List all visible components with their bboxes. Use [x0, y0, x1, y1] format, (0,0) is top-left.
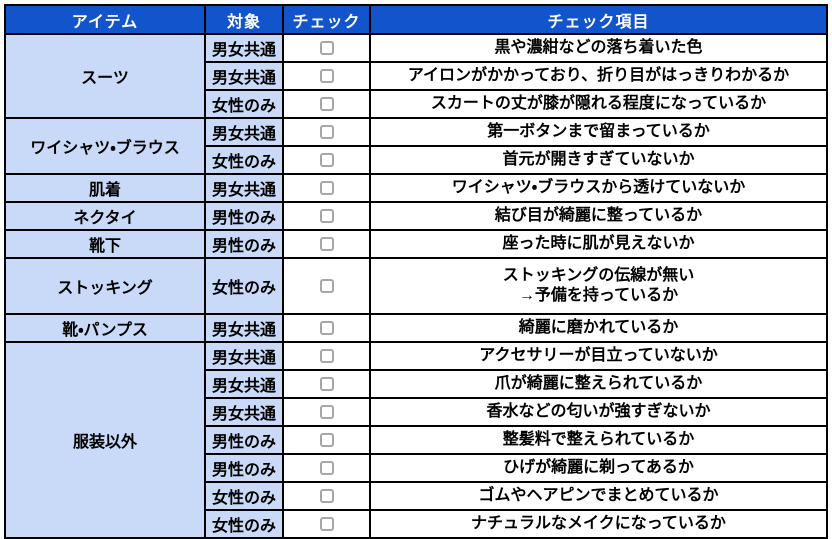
target-cell: 男女共通: [204, 173, 284, 203]
target-cell: 女性のみ: [204, 89, 284, 119]
checkbox[interactable]: [319, 152, 334, 167]
table-row: 女性のみ スカートの丈が膝が隠れる程度になっているか: [5, 89, 828, 119]
check-cell: [282, 145, 371, 175]
target-cell: 男女共通: [204, 33, 284, 63]
target-cell: 男女共通: [204, 61, 284, 91]
table-row: スーツ 男女共通 黒や濃紺などの落ち着いた色: [4, 33, 828, 119]
target-cell: 女性のみ: [204, 145, 284, 175]
target-cell: 女性のみ: [204, 481, 284, 511]
target-cell: 男女共通: [204, 397, 284, 427]
check-cell: [282, 201, 371, 231]
check-cell: [282, 117, 371, 147]
table-row: 女性のみ 首元が開きすぎていないか: [5, 145, 828, 175]
table-row: 服装以外 男女共通 アクセサリーが目立っていないか: [4, 341, 828, 539]
checklist-body: スーツ 男女共通 黒や濃紺などの落ち着いた色 男女共通 アイロンがかかっており、折り目が…: [4, 33, 828, 539]
checkbox[interactable]: [319, 278, 334, 293]
header-item: アイテム: [4, 4, 206, 35]
check-cell: [282, 369, 371, 399]
check-item-cell: アイロンがかかっており、折り目がはっきりわかるか: [369, 61, 828, 91]
check-cell: [282, 397, 371, 427]
check-cell: [282, 509, 371, 539]
check-cell: [282, 61, 371, 91]
target-cell: 男女共通: [204, 341, 284, 371]
checkbox[interactable]: [319, 208, 334, 223]
check-item-cell: 結び目が綺麗に整っているか: [369, 201, 828, 231]
target-cell: 男女共通: [204, 369, 284, 399]
target-cell: 女性のみ: [204, 257, 284, 315]
checkbox[interactable]: [319, 236, 334, 251]
checkbox[interactable]: [319, 348, 334, 363]
target-cell: 男性のみ: [204, 453, 284, 483]
target-cell: 女性のみ: [204, 509, 284, 539]
check-item-cell: 整髪料で整えられているか: [369, 425, 828, 455]
table-row: 男女共通 アイロンがかかっており、折り目がはっきりわかるか: [5, 61, 828, 91]
target-cell: 男女共通: [204, 117, 284, 147]
check-item-cell: 爪が綺麗に整えられているか: [369, 369, 828, 399]
check-cell: [282, 313, 371, 343]
check-item-cell: ナチュラルなメイクになっているか: [369, 509, 828, 539]
target-cell: 男性のみ: [204, 201, 284, 231]
checkbox[interactable]: [319, 40, 334, 55]
check-item-cell: 第一ボタンまで留まっているか: [369, 117, 828, 147]
check-item-cell: アクセサリーが目立っていないか: [369, 341, 828, 371]
check-item-cell: ワイシャツ・ブラウスから透けていないか: [369, 173, 828, 203]
table-row: 靴・パンプス 男女共通 綺麗に磨かれているか: [4, 313, 828, 343]
header-target: 対象: [204, 4, 284, 35]
table-row: ワイシャツ・ブラウス 男女共通 第一ボタンまで留まっているか: [4, 117, 828, 175]
checkbox[interactable]: [319, 488, 334, 503]
checkbox[interactable]: [319, 320, 334, 335]
table-row: 男女共通 香水などの匂いが強すぎないか: [5, 397, 828, 427]
check-cell: [282, 173, 371, 203]
table-row: 靴下 男性のみ 座った時に肌が見えないか: [4, 229, 828, 259]
target-cell: 男性のみ: [204, 425, 284, 455]
check-cell: [282, 89, 371, 119]
header-row: アイテム 対象 チェック チェック項目: [4, 4, 828, 35]
check-cell: [282, 229, 371, 259]
item-cell: 靴・パンプス: [4, 313, 206, 343]
check-item-cell: ストッキングの伝線が無い →予備を持っているか: [369, 257, 828, 315]
table-row: 男女共通 爪が綺麗に整えられているか: [5, 369, 828, 399]
checkbox[interactable]: [319, 516, 334, 531]
check-item-cell: ゴムやヘアピンでまとめているか: [369, 481, 828, 511]
check-cell: [282, 33, 371, 63]
checkbox[interactable]: [319, 376, 334, 391]
item-cell: ストッキング: [4, 257, 206, 315]
item-cell: スーツ: [4, 33, 206, 119]
table-row: 男性のみ ひげが綺麗に剃ってあるか: [5, 453, 828, 483]
item-cell: 靴下: [4, 229, 206, 259]
check-item-cell: 香水などの匂いが強すぎないか: [369, 397, 828, 427]
table-row: 男性のみ 整髪料で整えられているか: [5, 425, 828, 455]
check-item-cell: 首元が開きすぎていないか: [369, 145, 828, 175]
item-cell: 服装以外: [4, 341, 206, 539]
checkbox[interactable]: [319, 460, 334, 475]
target-cell: 男性のみ: [204, 229, 284, 259]
checkbox[interactable]: [319, 404, 334, 419]
check-item-cell: スカートの丈が膝が隠れる程度になっているか: [369, 89, 828, 119]
item-cell: ネクタイ: [4, 201, 206, 231]
check-cell: [282, 341, 371, 371]
check-cell: [282, 481, 371, 511]
checkbox[interactable]: [319, 124, 334, 139]
checkbox[interactable]: [319, 68, 334, 83]
check-item-cell: 黒や濃紺などの落ち着いた色: [369, 33, 828, 63]
item-cell: ワイシャツ・ブラウス: [4, 117, 206, 175]
checklist-table: アイテム 対象 チェック チェック項目 スーツ 男女共通 黒や濃紺などの落ち着いた色…: [4, 4, 828, 539]
check-item-cell: ひげが綺麗に剃ってあるか: [369, 453, 828, 483]
checkbox[interactable]: [319, 96, 334, 111]
header-check-item: チェック項目: [369, 4, 828, 35]
header-check: チェック: [282, 4, 371, 35]
checkbox[interactable]: [319, 432, 334, 447]
check-cell: [282, 453, 371, 483]
table-row: ネクタイ 男性のみ 結び目が綺麗に整っているか: [4, 201, 828, 231]
table-row: ストッキング 女性のみ ストッキングの伝線が無い →予備を持っているか: [4, 257, 828, 315]
item-cell: 肌着: [4, 173, 206, 203]
checkbox[interactable]: [319, 180, 334, 195]
table-row: 肌着 男女共通 ワイシャツ・ブラウスから透けていないか: [4, 173, 828, 203]
check-item-cell: 綺麗に磨かれているか: [369, 313, 828, 343]
check-cell: [282, 257, 371, 315]
check-item-cell: 座った時に肌が見えないか: [369, 229, 828, 259]
target-cell: 男女共通: [204, 313, 284, 343]
check-cell: [282, 425, 371, 455]
table-row: 女性のみ ゴムやヘアピンでまとめているか: [5, 481, 828, 511]
